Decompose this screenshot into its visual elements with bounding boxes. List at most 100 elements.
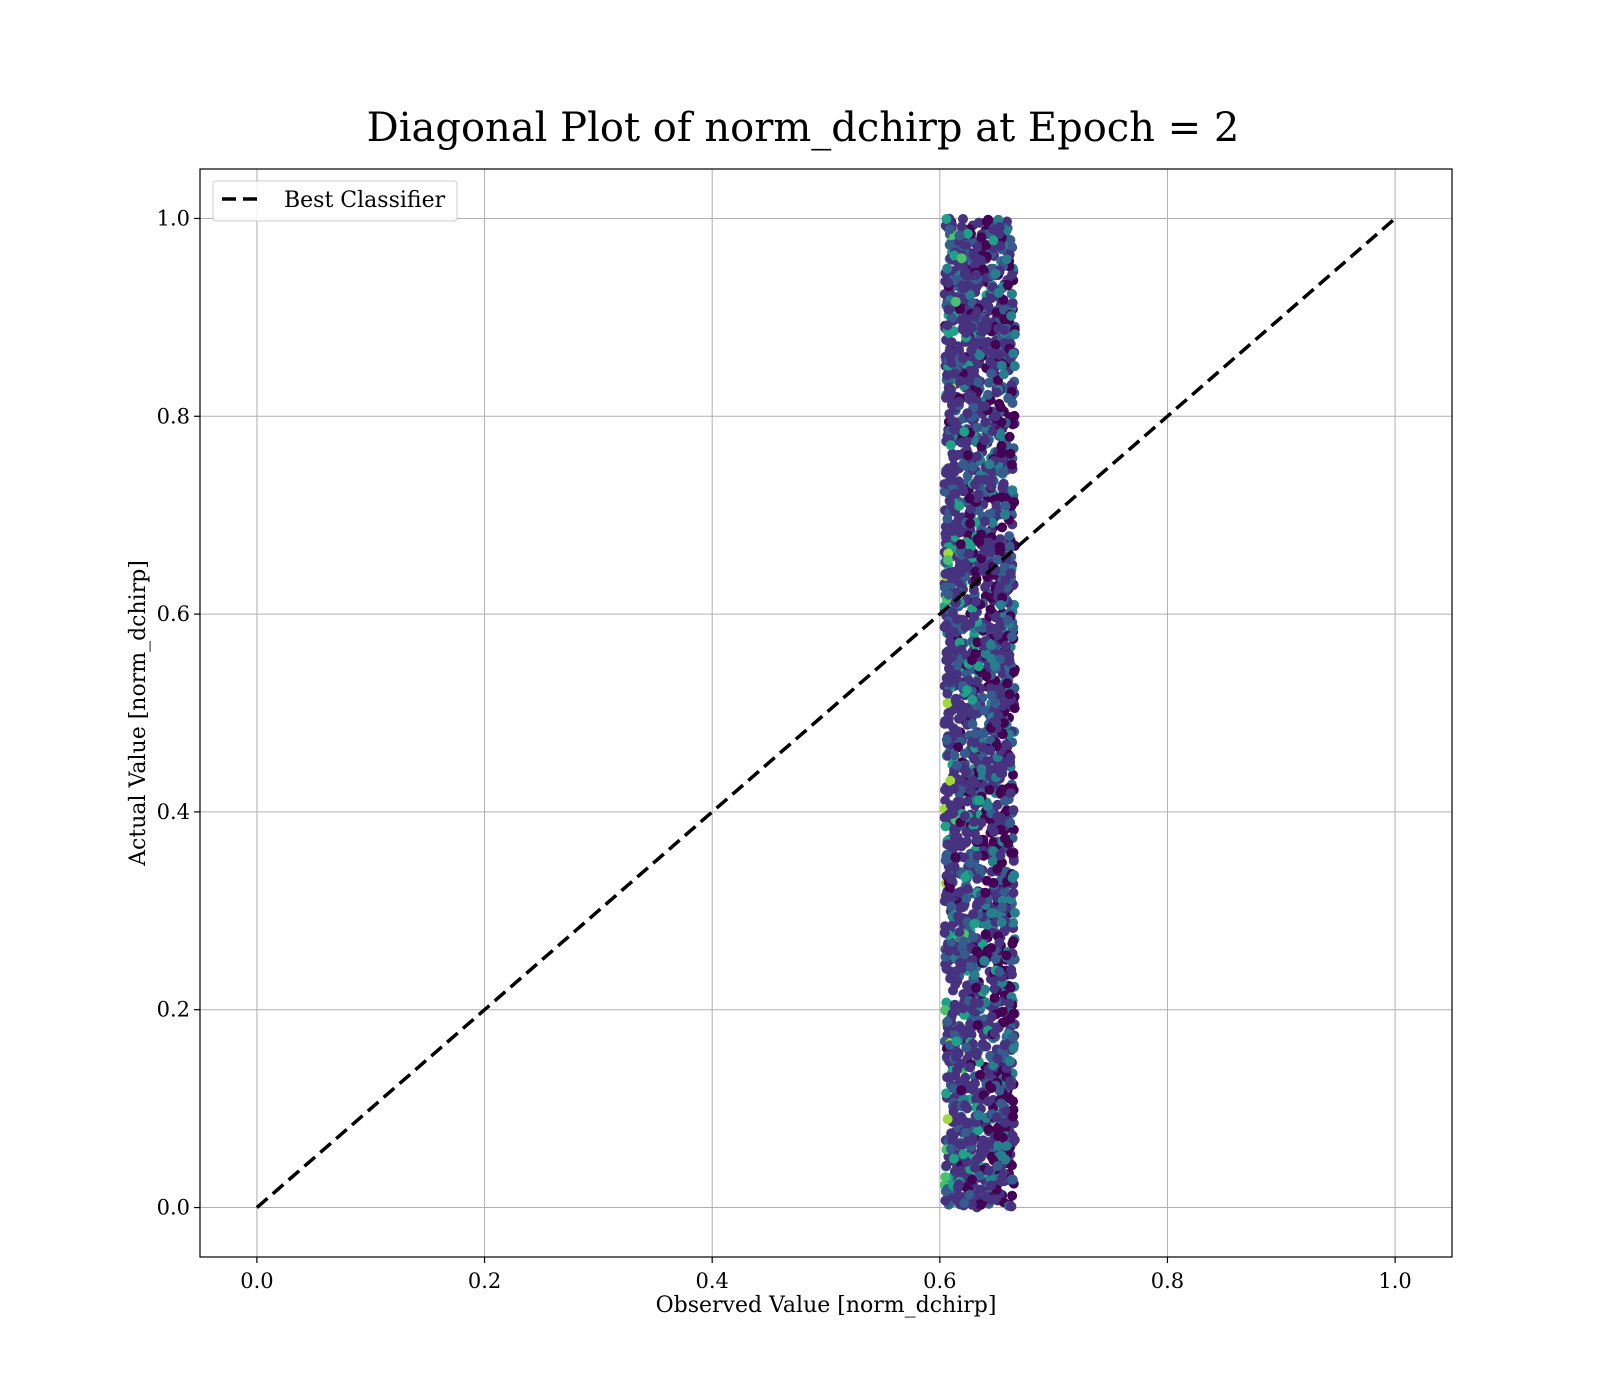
scatter-point (949, 368, 960, 379)
y-tick-label-3: 0.6 (157, 602, 190, 626)
scatter-point (989, 983, 1000, 994)
scatter-point (970, 252, 981, 263)
scatter-point (983, 1139, 994, 1150)
scatter-point (957, 353, 968, 364)
scatter-point (995, 241, 1006, 252)
scatter-point (983, 1124, 994, 1135)
scatter-point (1000, 795, 1010, 806)
scatter-point (975, 1069, 985, 1080)
scatter-point (987, 426, 998, 436)
scatter-point (945, 1143, 956, 1154)
scatter-point (962, 314, 973, 325)
scatter-point (988, 235, 999, 246)
scatter-point (1004, 531, 1015, 542)
scatter-point (979, 705, 990, 716)
scatter-point (990, 661, 1000, 671)
scatter-point (1009, 329, 1020, 340)
x-tick-label-4: 0.8 (1151, 1269, 1184, 1293)
scatter-point (972, 1020, 983, 1031)
scatter-point (943, 388, 954, 399)
scatter-point (942, 513, 953, 524)
scatter-point (969, 969, 980, 980)
scatter-point (957, 705, 968, 716)
scatter-point (947, 1008, 958, 1019)
scatter-point (987, 856, 998, 867)
scatter-point (1008, 887, 1019, 898)
scatter-point (962, 836, 972, 847)
scatter-point (960, 1127, 971, 1138)
scatter-point (995, 850, 1006, 861)
scatter-point (954, 927, 965, 938)
scatter-point (959, 1198, 970, 1209)
scatter-point (984, 764, 995, 775)
scatter-point (1004, 431, 1015, 442)
scatter-point (998, 294, 1009, 305)
scatter-point (1007, 873, 1018, 883)
scatter-point (940, 528, 951, 539)
scatter-point (978, 728, 989, 739)
scatter-point (1006, 848, 1016, 858)
scatter-point (945, 973, 956, 984)
scatter-point (1001, 1141, 1012, 1151)
scatter-point (959, 748, 970, 759)
scatter-point (956, 644, 967, 655)
scatter-point (988, 976, 999, 987)
y-tick-label-1: 0.2 (157, 998, 190, 1022)
scatter-point (1009, 907, 1020, 918)
scatter-point (1006, 1160, 1017, 1171)
scatter-point (1009, 361, 1020, 372)
scatter-point (1005, 752, 1016, 763)
scatter-point (958, 459, 969, 470)
scatter-point (980, 417, 991, 428)
x-tick-label-3: 0.6 (923, 1269, 956, 1293)
scatter-point (946, 399, 957, 410)
scatter-point (972, 899, 982, 910)
scatter-point (961, 1156, 972, 1167)
scatter-point (977, 742, 988, 753)
scatter-point (997, 857, 1007, 868)
scatter-point (1000, 500, 1011, 511)
scatter-point (999, 1040, 1010, 1051)
scatter-point (999, 325, 1010, 336)
scatter-point (972, 242, 983, 253)
scatter-point (990, 339, 1001, 350)
y-axis-label: Actual Value [norm_dchirp] (126, 560, 151, 867)
scatter-point (942, 688, 953, 699)
scatter-point (973, 1125, 984, 1136)
scatter-point (1008, 1043, 1019, 1054)
scatter-point (946, 357, 957, 368)
scatter-point (993, 287, 1004, 298)
scatter-point (953, 476, 964, 487)
scatter-point (968, 1085, 979, 1095)
scatter-point (982, 801, 993, 812)
scatter-point (984, 1165, 994, 1176)
scatter-point (956, 253, 967, 264)
plot-frame (199, 168, 1453, 1258)
scatter-point (994, 229, 1005, 240)
scatter-point (986, 1011, 997, 1022)
scatter-point (951, 668, 962, 679)
y-tick-label-2: 0.4 (157, 800, 190, 824)
scatter-point (940, 1186, 951, 1197)
scatter-point (979, 401, 990, 412)
scatter-point (949, 999, 960, 1010)
scatter-point (955, 376, 966, 386)
legend: Best Classifier (212, 180, 458, 222)
scatter-point (1001, 254, 1012, 265)
scatter-point (961, 1042, 972, 1053)
scatter-point (990, 268, 1001, 279)
scatter-point (980, 315, 991, 326)
scatter-point (973, 505, 984, 516)
scatter-point (1008, 348, 1019, 359)
scatter-point (940, 821, 951, 832)
scatter-point (942, 320, 953, 331)
scatter-point (992, 1161, 1003, 1172)
scatter-point (949, 824, 959, 835)
scatter-point (953, 713, 964, 724)
scatter-point (1004, 1093, 1015, 1104)
scatter-point (1000, 640, 1011, 651)
scatter-point (942, 1016, 953, 1027)
scatter-point (954, 500, 965, 511)
scatter-point (988, 877, 999, 888)
